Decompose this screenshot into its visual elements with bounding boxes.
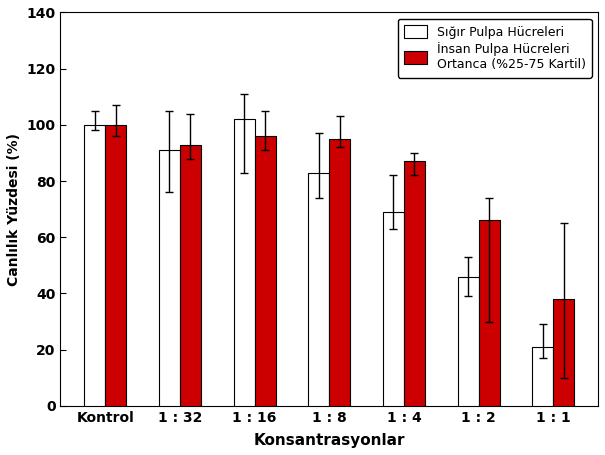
Bar	[84, 125, 105, 406]
Legend: Sığır Pulpa Hücreleri, İnsan Pulpa Hücreleri
Ortanca (%25-75 Kartil): Sığır Pulpa Hücreleri, İnsan Pulpa Hücre…	[398, 19, 592, 77]
Bar	[553, 299, 574, 406]
Bar	[383, 212, 404, 406]
Bar	[532, 347, 553, 406]
Bar	[180, 145, 201, 406]
Bar	[159, 150, 180, 406]
Bar	[329, 139, 350, 406]
Bar	[458, 277, 479, 406]
Bar	[479, 220, 500, 406]
Bar	[404, 162, 425, 406]
X-axis label: Konsantrasyonlar: Konsantrasyonlar	[253, 433, 405, 448]
Bar	[255, 136, 275, 406]
Y-axis label: Canlılık Yüzdesi (%): Canlılık Yüzdesi (%)	[7, 133, 21, 286]
Bar	[105, 125, 126, 406]
Bar	[234, 119, 255, 406]
Bar	[309, 172, 329, 406]
